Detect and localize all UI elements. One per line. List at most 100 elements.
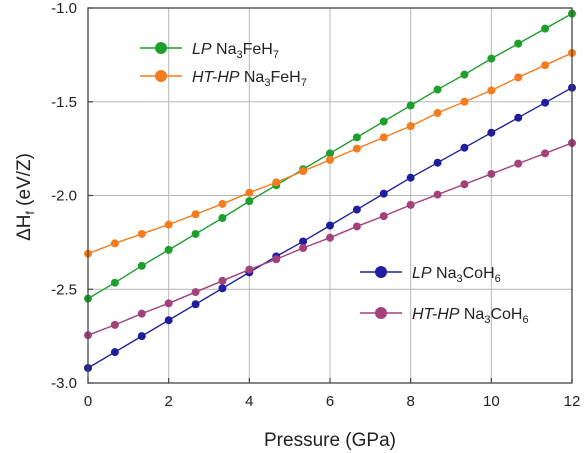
legend-label-part: 6 <box>495 273 501 285</box>
data-point-hthp_co <box>352 222 361 231</box>
data-point-lp_co <box>191 300 200 309</box>
x-tick-label: 12 <box>564 393 581 410</box>
legend-marker <box>155 42 167 54</box>
data-point-hthp_co <box>299 244 308 252</box>
data-point-hthp_fe <box>191 210 200 219</box>
data-point-lp_co <box>433 158 442 167</box>
data-point-lp_fe <box>191 229 200 238</box>
x-tick-label: 10 <box>483 393 500 410</box>
legend-label-part: Na <box>212 41 237 58</box>
legend-label-part: FeH <box>270 69 300 86</box>
data-point-hthp_fe <box>164 220 173 229</box>
data-point-hthp_co <box>191 288 200 297</box>
legend-label-part: 3 <box>236 49 242 61</box>
data-point-lp_co <box>326 221 334 230</box>
legend-label-part: HT-HP <box>412 306 460 323</box>
data-point-hthp_co <box>514 159 523 168</box>
data-point-hthp_co <box>137 309 146 318</box>
data-point-hthp_co <box>541 149 550 158</box>
data-point-lp_co <box>299 237 308 246</box>
x-tick-label: 2 <box>164 393 172 410</box>
legend-marker <box>155 70 167 82</box>
legend-marker <box>375 307 387 319</box>
x-tick-label: 0 <box>84 393 92 410</box>
data-point-hthp_fe <box>352 144 361 153</box>
data-point-lp_fe <box>164 245 173 254</box>
data-point-hthp_fe <box>137 229 146 238</box>
legend-label: LP Na3CoH6 <box>412 265 501 285</box>
data-point-hthp_fe <box>541 61 550 70</box>
legend-label-part: CoH <box>490 306 522 323</box>
data-point-lp_co <box>541 98 550 107</box>
data-point-lp_fe <box>352 133 361 142</box>
data-point-lp_fe <box>487 54 496 63</box>
data-point-lp_co <box>218 284 227 293</box>
legend-label-part: Na <box>239 69 264 86</box>
data-point-lp_fe <box>514 39 523 48</box>
data-point-lp_co <box>110 348 119 357</box>
data-point-hthp_fe <box>433 109 442 117</box>
data-point-lp_fe <box>110 278 119 287</box>
x-axis-label: Pressure (GPa) <box>264 430 396 451</box>
data-point-hthp_fe <box>379 133 388 142</box>
legend-entry-lp_co: LP Na3CoH6 <box>360 265 501 285</box>
legend-entry-hthp_fe: HT-HP Na3FeH7 <box>140 69 307 89</box>
legend-label: LP Na3FeH7 <box>192 41 279 61</box>
legend-label-part: LP <box>412 265 432 282</box>
data-point-lp_fe <box>460 70 469 79</box>
series-hthp_fe <box>84 49 576 258</box>
legend-label-part: 7 <box>301 77 307 89</box>
data-point-hthp_co <box>164 299 173 308</box>
data-point-lp_co <box>137 332 146 341</box>
legend-label-part: 7 <box>273 49 279 61</box>
data-point-hthp_co <box>487 169 496 178</box>
legend-label-part: 3 <box>264 77 270 89</box>
data-point-hthp_co <box>433 190 442 199</box>
y-tick-label: -1.5 <box>51 94 77 111</box>
data-point-hthp_fe <box>299 167 308 176</box>
legend-label-part: 6 <box>522 314 528 326</box>
data-point-hthp_fe <box>245 188 254 197</box>
data-point-lp_co <box>487 128 496 137</box>
y-axis-label-main: ΔH <box>14 214 35 240</box>
data-point-lp_fe <box>326 149 334 158</box>
legend-entry-lp_fe: LP Na3FeH7 <box>140 41 279 61</box>
series-lp_fe <box>84 9 576 303</box>
data-point-hthp_co <box>245 265 254 274</box>
data-point-lp_co <box>460 143 469 152</box>
legend-label-part: FeH <box>243 41 273 58</box>
data-point-hthp_co <box>272 255 281 264</box>
legend-label-part: 3 <box>484 314 490 326</box>
data-point-hthp_fe <box>487 86 496 95</box>
series-layer <box>84 9 576 372</box>
legend-label: HT-HP Na3FeH7 <box>192 69 307 89</box>
legend-label-part: HT-HP <box>192 69 240 86</box>
legend-label-part: CoH <box>463 265 495 282</box>
axis-ticks: 0 2 4 6 8 10 12 -3.0 -2.5 -2.0 -1.5 -1.0 <box>51 0 580 410</box>
data-point-hthp_co <box>326 233 334 242</box>
data-point-hthp_fe <box>460 97 469 106</box>
data-point-hthp_fe <box>514 73 523 82</box>
data-point-hthp_co <box>460 180 469 189</box>
data-point-lp_co <box>352 205 361 214</box>
legend-label-part: LP <box>192 41 212 58</box>
data-point-hthp_fe <box>406 122 415 131</box>
y-axis-label-rest: (eV/Z) <box>14 153 35 211</box>
data-point-hthp_co <box>379 212 388 221</box>
y-axis-label-sub: f <box>23 210 37 214</box>
data-point-hthp_co <box>406 200 415 209</box>
data-point-hthp_fe <box>110 239 119 248</box>
data-point-hthp_co <box>110 320 119 329</box>
data-point-lp_co <box>379 189 388 198</box>
data-point-lp_fe <box>218 214 227 222</box>
x-tick-label: 4 <box>245 393 253 410</box>
series-lp_co <box>84 83 576 372</box>
y-tick-label: -2.0 <box>51 188 77 205</box>
grid-lines <box>87 7 573 384</box>
data-point-lp_fe <box>137 261 146 270</box>
data-point-lp_co <box>406 173 415 182</box>
legend-label-part: Na <box>432 265 457 282</box>
data-point-lp_fe <box>406 101 415 110</box>
